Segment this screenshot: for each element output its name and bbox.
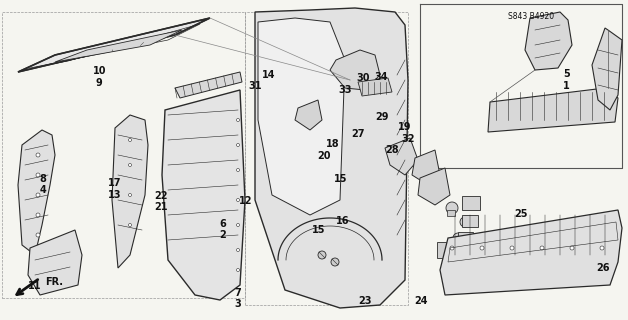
Circle shape — [129, 164, 131, 166]
Polygon shape — [412, 150, 440, 185]
Text: 3: 3 — [234, 299, 241, 309]
Text: 29: 29 — [376, 112, 389, 122]
Circle shape — [237, 143, 239, 147]
Circle shape — [237, 268, 239, 271]
Circle shape — [331, 258, 339, 266]
Circle shape — [36, 233, 40, 237]
Circle shape — [510, 246, 514, 250]
Circle shape — [237, 223, 239, 227]
Text: 32: 32 — [401, 134, 415, 144]
Text: 31: 31 — [249, 81, 263, 92]
Text: 25: 25 — [514, 209, 528, 219]
Bar — [437, 242, 457, 258]
Polygon shape — [418, 168, 450, 205]
Circle shape — [36, 213, 40, 217]
Circle shape — [237, 249, 239, 252]
Text: 19: 19 — [398, 122, 412, 132]
Text: 1: 1 — [563, 81, 570, 91]
Polygon shape — [162, 90, 245, 300]
Text: 22: 22 — [154, 191, 168, 201]
Bar — [447, 210, 455, 216]
Bar — [472, 252, 486, 262]
Polygon shape — [55, 30, 182, 62]
Text: S843 B4920: S843 B4920 — [507, 12, 554, 21]
Text: 30: 30 — [356, 73, 370, 84]
Polygon shape — [525, 12, 572, 70]
Polygon shape — [175, 72, 242, 98]
Circle shape — [129, 139, 131, 141]
Text: 23: 23 — [359, 296, 372, 306]
Text: 18: 18 — [326, 139, 340, 149]
Circle shape — [237, 118, 239, 122]
Circle shape — [237, 169, 239, 172]
Polygon shape — [18, 18, 210, 72]
Text: 14: 14 — [262, 69, 276, 80]
Circle shape — [237, 198, 239, 202]
Polygon shape — [592, 28, 622, 110]
Text: 16: 16 — [335, 216, 349, 226]
Circle shape — [450, 246, 454, 250]
Circle shape — [540, 246, 544, 250]
Text: 11: 11 — [28, 281, 41, 292]
Circle shape — [600, 246, 604, 250]
Polygon shape — [330, 50, 380, 90]
Circle shape — [460, 217, 470, 227]
Text: 33: 33 — [338, 84, 352, 95]
Circle shape — [36, 173, 40, 177]
Polygon shape — [258, 18, 345, 215]
Polygon shape — [488, 88, 618, 132]
Text: FR.: FR. — [45, 277, 63, 287]
Text: 21: 21 — [154, 202, 168, 212]
Bar — [462, 215, 478, 227]
Circle shape — [36, 153, 40, 157]
Bar — [462, 196, 480, 210]
Text: 9: 9 — [96, 78, 102, 88]
Circle shape — [446, 202, 458, 214]
Circle shape — [570, 246, 574, 250]
Text: 34: 34 — [374, 72, 388, 82]
Circle shape — [129, 223, 131, 227]
Polygon shape — [440, 210, 622, 295]
Text: 28: 28 — [386, 145, 399, 155]
Text: 17: 17 — [108, 178, 122, 188]
Polygon shape — [358, 78, 392, 96]
Polygon shape — [295, 100, 322, 130]
Text: 2: 2 — [220, 230, 226, 240]
Text: 20: 20 — [317, 151, 331, 161]
Text: 4: 4 — [40, 185, 46, 196]
Text: 15: 15 — [312, 225, 326, 235]
Circle shape — [480, 246, 484, 250]
Polygon shape — [112, 115, 148, 268]
Text: 26: 26 — [596, 263, 610, 273]
Text: 6: 6 — [220, 219, 226, 229]
Text: 13: 13 — [108, 190, 122, 200]
Text: 7: 7 — [234, 288, 241, 298]
Circle shape — [36, 193, 40, 197]
Polygon shape — [385, 138, 418, 175]
Text: 27: 27 — [351, 129, 365, 139]
Circle shape — [453, 233, 463, 243]
Text: 15: 15 — [333, 174, 347, 184]
Polygon shape — [255, 8, 408, 308]
Text: 8: 8 — [40, 173, 46, 184]
Bar — [455, 250, 467, 260]
Text: 12: 12 — [239, 196, 253, 206]
Text: 5: 5 — [563, 69, 570, 79]
Polygon shape — [18, 130, 55, 255]
Bar — [458, 232, 473, 244]
Polygon shape — [28, 230, 82, 295]
Circle shape — [318, 251, 326, 259]
Text: 10: 10 — [92, 66, 106, 76]
Text: 24: 24 — [414, 296, 428, 306]
Circle shape — [129, 194, 131, 196]
